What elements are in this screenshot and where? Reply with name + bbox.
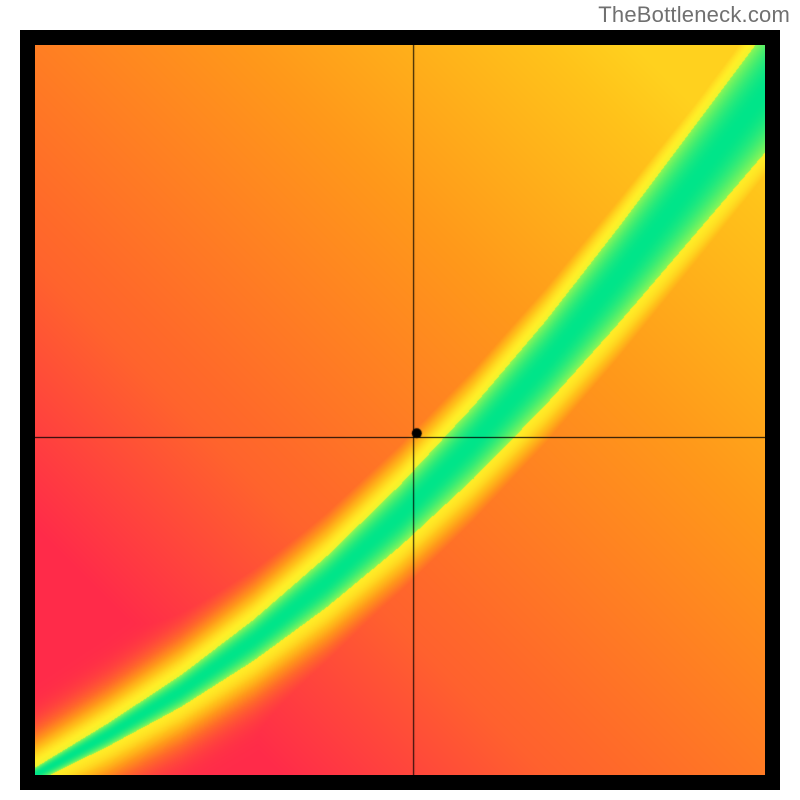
watermark: TheBottleneck.com (598, 2, 790, 28)
plot-frame (20, 30, 780, 790)
plot-area (35, 45, 765, 775)
heatmap-canvas (35, 45, 765, 775)
